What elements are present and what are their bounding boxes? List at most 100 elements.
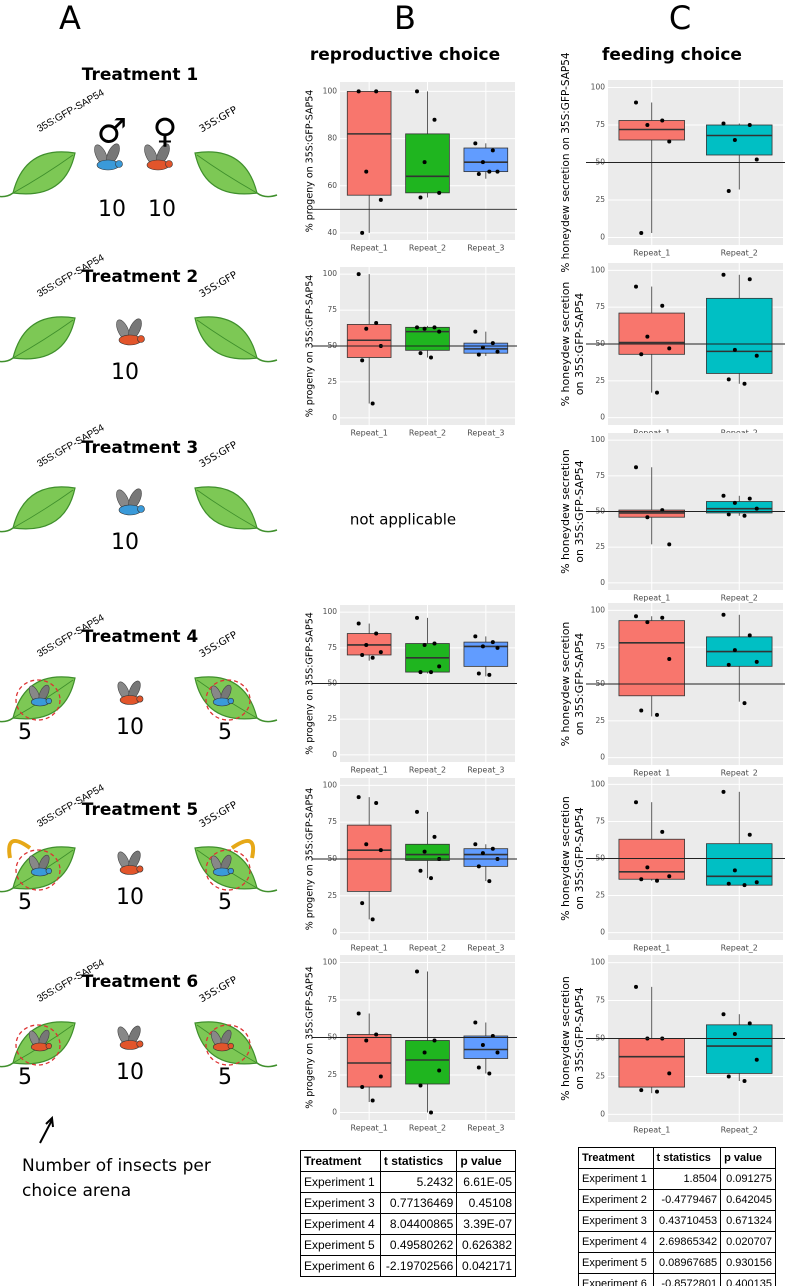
data-point (754, 353, 759, 358)
data-point (639, 708, 644, 713)
table-cell: Experiment 3 (578, 1210, 654, 1232)
data-point (480, 644, 485, 649)
data-point (356, 795, 361, 800)
table-cell: 5.2432 (379, 1171, 458, 1193)
y-tick-label: 25 (595, 716, 605, 725)
leaf-stem (256, 192, 278, 198)
data-point (742, 883, 747, 888)
data-point (732, 868, 737, 873)
data-point (754, 506, 759, 511)
y-tick-label: 25 (327, 891, 337, 900)
data-point (732, 500, 737, 505)
box (346, 91, 392, 196)
data-point (645, 865, 650, 870)
y-axis-label: % progeny on 35S:GFP-SAP54 (305, 612, 316, 755)
highlight-circle (205, 849, 251, 891)
data-point (429, 876, 433, 881)
leaf (12, 486, 76, 530)
insect-head (45, 867, 52, 875)
data-point (418, 868, 423, 873)
sex-symbol: ♂ (97, 112, 127, 152)
treatment-title: Treatment 6 (82, 972, 198, 992)
y-tick-label: 0 (332, 928, 337, 937)
data-point (721, 493, 726, 498)
data-point (364, 169, 369, 174)
table-row: Experiment 4 2.69865342 0.020707 (578, 1231, 776, 1253)
y-tick-label: 50 (595, 854, 605, 863)
leaf-vein (12, 489, 74, 529)
y-tick-label: 60 (327, 181, 337, 190)
y-tick-label: 0 (600, 753, 605, 762)
y-tick-label: 100 (591, 83, 606, 92)
table-cell: Experiment 4 (300, 1213, 381, 1235)
data-point (418, 195, 423, 200)
leaf-stem (0, 1062, 14, 1068)
data-point (422, 326, 427, 331)
leaf-stem (0, 192, 14, 198)
y-axis-label: % progeny on 35S:GFP-SAP54 (305, 966, 316, 1109)
data-point (747, 123, 752, 127)
data-point (645, 334, 650, 339)
table-header-cell: t statistics (379, 1150, 458, 1172)
leaf-stem (0, 887, 14, 893)
panel-letter: A (59, 0, 81, 37)
data-point (639, 352, 644, 357)
data-point (747, 633, 752, 638)
data-point (374, 631, 379, 636)
data-point (655, 712, 659, 717)
data-point (432, 641, 437, 646)
data-point (490, 846, 495, 851)
data-point (721, 272, 726, 277)
data-point (721, 789, 726, 794)
data-point (370, 401, 375, 406)
x-tick-label: Repeat_3 (467, 944, 504, 953)
box (405, 843, 450, 861)
x-tick-label: Repeat_3 (467, 429, 504, 438)
box (405, 326, 450, 351)
y-tick-label: 50 (327, 341, 337, 350)
insect-count: 5 (218, 1065, 232, 1090)
data-point (747, 496, 752, 501)
data-point (432, 834, 437, 839)
table-row: Experiment 6 -2.19702566 0.042171 (300, 1255, 516, 1277)
panel-letter: B (394, 0, 416, 37)
table-cell: 0.49580262 (379, 1234, 458, 1256)
insect-count: 5 (18, 1065, 32, 1090)
x-tick-label: Repeat_3 (467, 244, 504, 253)
y-tick-label: 50 (595, 158, 605, 167)
data-point (422, 160, 427, 165)
table-cell: Experiment 1 (578, 1168, 654, 1190)
data-point (645, 515, 650, 520)
data-point (667, 1071, 672, 1076)
box (463, 147, 509, 173)
table-header-row: Treatment t statistics p value (578, 1147, 776, 1169)
y-tick-label: 100 (591, 435, 606, 444)
data-point (754, 880, 759, 885)
table-row: Experiment 3 0.43710453 0.671324 (578, 1210, 776, 1232)
data-point (480, 851, 485, 856)
data-point (429, 355, 433, 360)
sex-symbol: ♀ (153, 112, 178, 152)
data-point (476, 171, 481, 176)
leaf-label: 35S:GFP (198, 270, 240, 301)
insect-head (227, 867, 234, 875)
data-point (356, 89, 361, 94)
table-cell: 0.08967685 (652, 1252, 722, 1274)
data-point (754, 1057, 759, 1062)
y-tick-label: 50 (327, 1033, 337, 1042)
data-point (374, 89, 379, 94)
data-point (370, 1098, 375, 1103)
y-tick-label: 25 (595, 376, 605, 385)
y-tick-label: 75 (595, 120, 605, 129)
leaf-label: 35S:GFP (198, 800, 240, 831)
y-axis-label: % honeydew secretion (559, 449, 572, 574)
data-point (639, 231, 644, 235)
insect-count: 5 (18, 890, 32, 915)
y-axis-label: on 35S:GFP-SAP54 (573, 633, 586, 735)
y-tick-label: 25 (595, 195, 605, 204)
x-tick-label: Repeat_1 (633, 769, 670, 778)
treatment-title: Treatment 1 (82, 65, 198, 85)
data-point (721, 121, 726, 126)
insect-count: 10 (116, 885, 144, 910)
leaf-stem (256, 887, 278, 893)
